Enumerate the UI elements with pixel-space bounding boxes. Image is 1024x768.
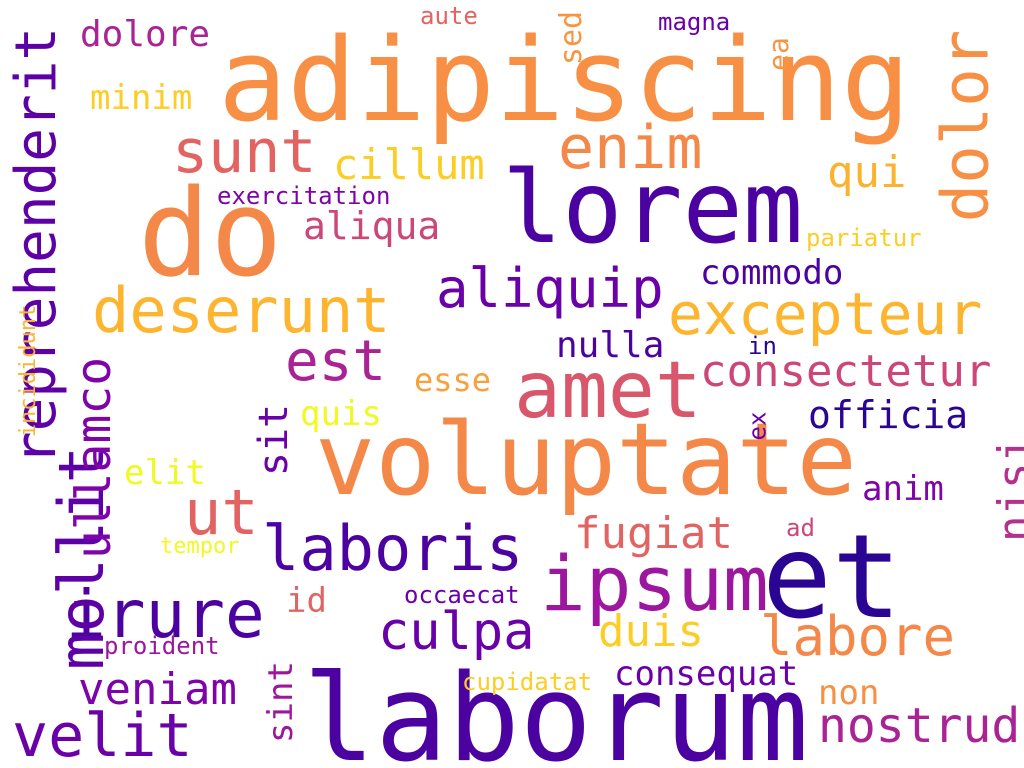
word-id: id (286, 581, 327, 621)
word-aliqua: aliqua (303, 204, 441, 248)
word-ea: ea (761, 37, 795, 71)
word-officia: officia (808, 393, 969, 437)
word-aute: aute (420, 2, 478, 30)
word-sunt: sunt (172, 117, 317, 187)
word-cupidatat: cupidatat (462, 668, 593, 696)
word-sint: sint (260, 661, 301, 743)
word-nisi: nisi (988, 436, 1024, 542)
word-commodo: commodo (700, 253, 844, 293)
word-amet: amet (514, 346, 702, 436)
word-veniam: veniam (78, 664, 237, 715)
word-dolore: dolore (80, 14, 211, 55)
word-sit: sit (251, 403, 298, 477)
word-voluptate: voluptate (315, 401, 857, 518)
word-lorem: lorem (502, 149, 804, 266)
word-duis: duis (598, 606, 704, 657)
word-esse: esse (414, 361, 492, 399)
word-ullamco: ullamco (66, 356, 123, 560)
word-ipsum: ipsum (540, 539, 769, 628)
word-sed: sed (554, 10, 590, 66)
word-laboris: laboris (262, 512, 524, 585)
word-laborum: laborum (303, 650, 809, 768)
word-qui: qui (827, 147, 907, 198)
word-in: in (748, 332, 777, 360)
word-tempor: tempor (160, 534, 240, 559)
word-pariatur: pariatur (806, 224, 922, 252)
word-exercitation: exercitation (217, 182, 391, 210)
word-aliquip: aliquip (436, 257, 664, 320)
word-nostrud: nostrud (818, 698, 1021, 754)
word-adipiscing: adipiscing (218, 14, 911, 148)
word-consectetur: consectetur (700, 346, 992, 397)
word-minim: minim (90, 78, 193, 118)
word-anim: anim (862, 469, 944, 509)
word-irure: irure (66, 576, 265, 653)
word-quis: quis (300, 394, 382, 434)
word-enim: enim (558, 113, 703, 183)
word-cillum: cillum (333, 140, 485, 189)
word-occaecat: occaecat (404, 581, 520, 609)
word-culpa: culpa (378, 602, 535, 662)
word-consequat: consequat (614, 654, 799, 694)
word-deserunt: deserunt (92, 274, 391, 347)
word-non: non (818, 673, 880, 713)
word-do: do (138, 165, 283, 304)
word-velit: velit (12, 701, 193, 768)
word-et: et (762, 510, 902, 645)
word-dolor: dolor (929, 29, 1004, 223)
word-proident: proident (104, 632, 220, 660)
word-ut: ut (184, 476, 259, 549)
word-est: est (285, 329, 387, 394)
word-excepteur: excepteur (668, 280, 983, 348)
word-elit: elit (124, 453, 206, 493)
word-magna: magna (658, 8, 731, 36)
word-fugiat: fugiat (574, 508, 733, 559)
word-labore: labore (760, 605, 956, 668)
word-incididunt: incididunt (16, 304, 42, 438)
word-ex: ex (743, 411, 772, 441)
word-ad: ad (786, 514, 815, 542)
word-nulla: nulla (556, 325, 665, 366)
